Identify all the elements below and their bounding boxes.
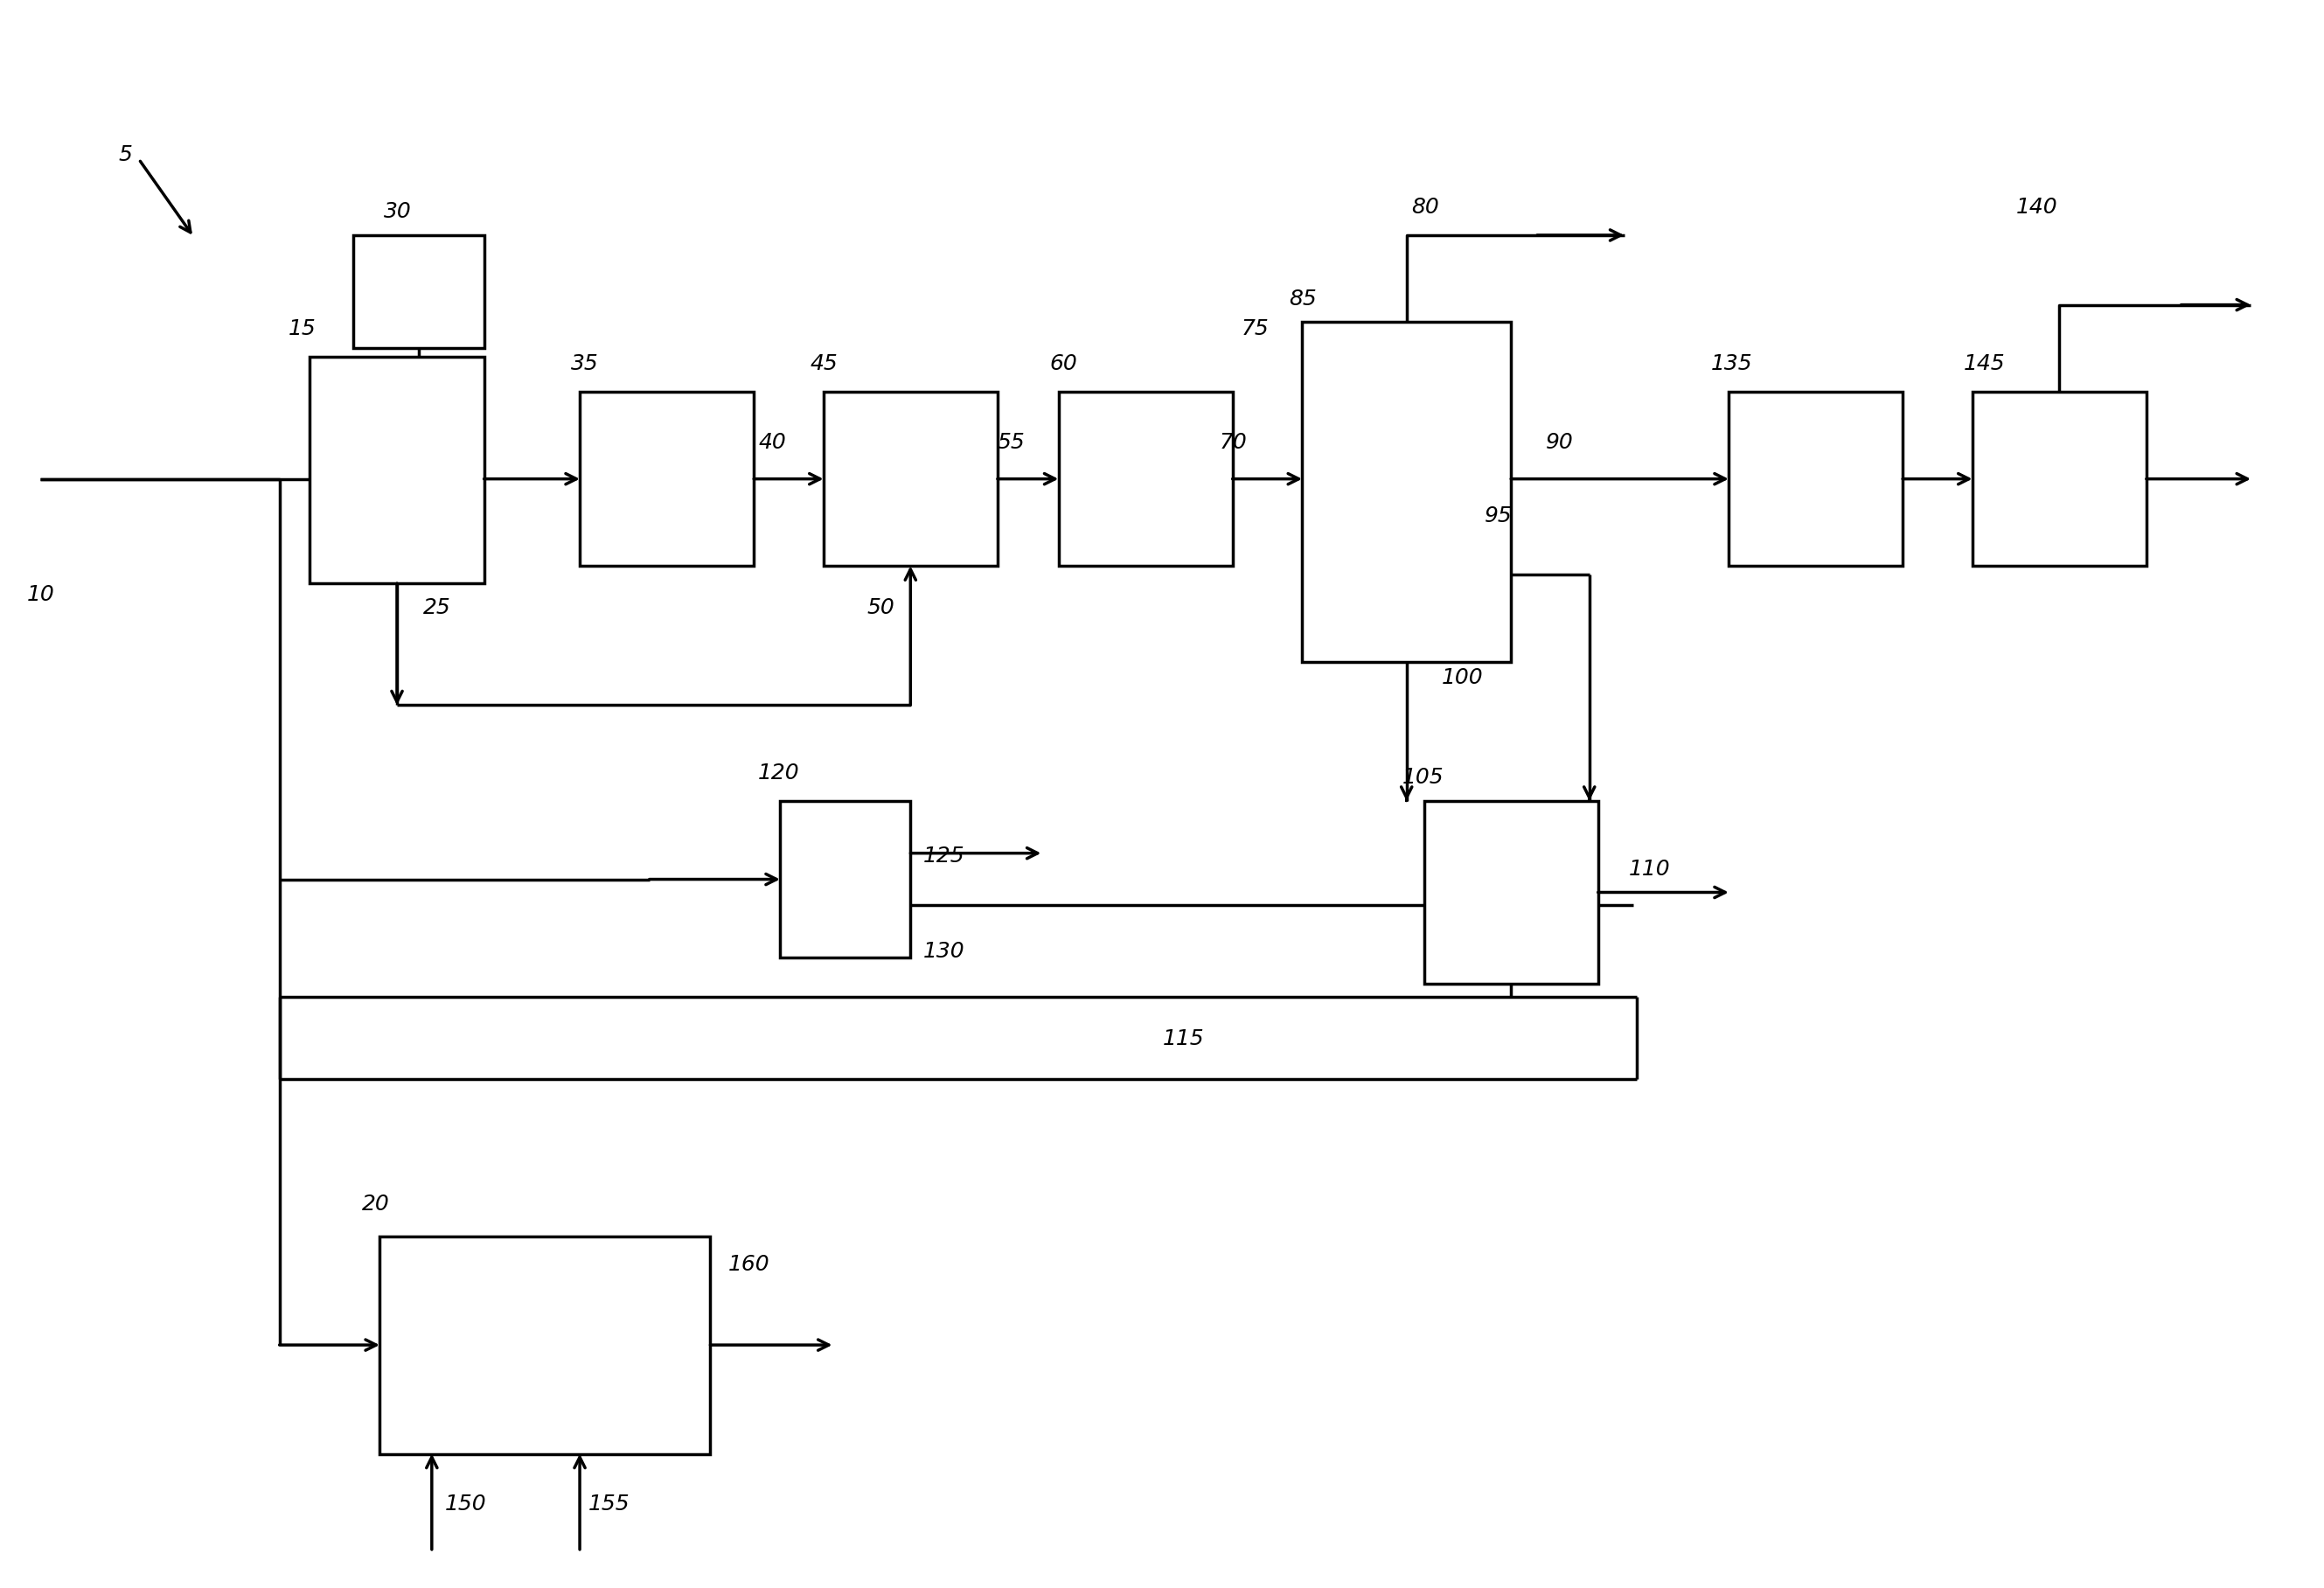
Bar (353, 235, 483, 348)
Text: 5: 5 (119, 145, 132, 165)
Text: 25: 25 (423, 597, 451, 618)
Text: 100: 100 (1441, 667, 1483, 688)
Bar (1729, 392, 1903, 565)
Bar (781, 800, 911, 958)
Text: 40: 40 (758, 432, 786, 453)
Text: 140: 140 (2015, 197, 2057, 218)
Text: 135: 135 (1710, 354, 1752, 375)
Text: 30: 30 (383, 202, 411, 222)
Text: 110: 110 (1629, 859, 1671, 880)
Text: 90: 90 (1545, 432, 1573, 453)
Bar (1301, 322, 1511, 662)
Bar (309, 357, 483, 583)
Text: 75: 75 (1241, 319, 1269, 340)
Text: 155: 155 (588, 1494, 630, 1515)
Text: 160: 160 (727, 1255, 769, 1275)
Bar (1057, 392, 1232, 565)
Text: 35: 35 (572, 354, 600, 375)
Bar (1425, 800, 1599, 983)
Text: 60: 60 (1050, 354, 1078, 375)
Bar (823, 392, 997, 565)
Text: 55: 55 (997, 432, 1025, 453)
Bar (1973, 392, 2147, 565)
Text: 115: 115 (1162, 1027, 1204, 1050)
Text: 50: 50 (867, 597, 895, 618)
Text: 15: 15 (288, 319, 316, 340)
Text: 20: 20 (363, 1194, 390, 1215)
Text: 70: 70 (1220, 432, 1248, 453)
Text: 105: 105 (1401, 767, 1443, 788)
Text: 10: 10 (28, 584, 56, 605)
Text: 80: 80 (1411, 197, 1439, 218)
Text: 145: 145 (1964, 354, 2006, 375)
Text: 45: 45 (811, 354, 839, 375)
Text: 85: 85 (1290, 287, 1318, 310)
Bar (579, 392, 753, 565)
Text: 120: 120 (758, 762, 799, 783)
Text: 130: 130 (923, 942, 964, 962)
Bar (379, 1235, 711, 1453)
Text: 125: 125 (923, 845, 964, 865)
Text: 150: 150 (444, 1494, 486, 1515)
Text: 95: 95 (1485, 507, 1513, 527)
